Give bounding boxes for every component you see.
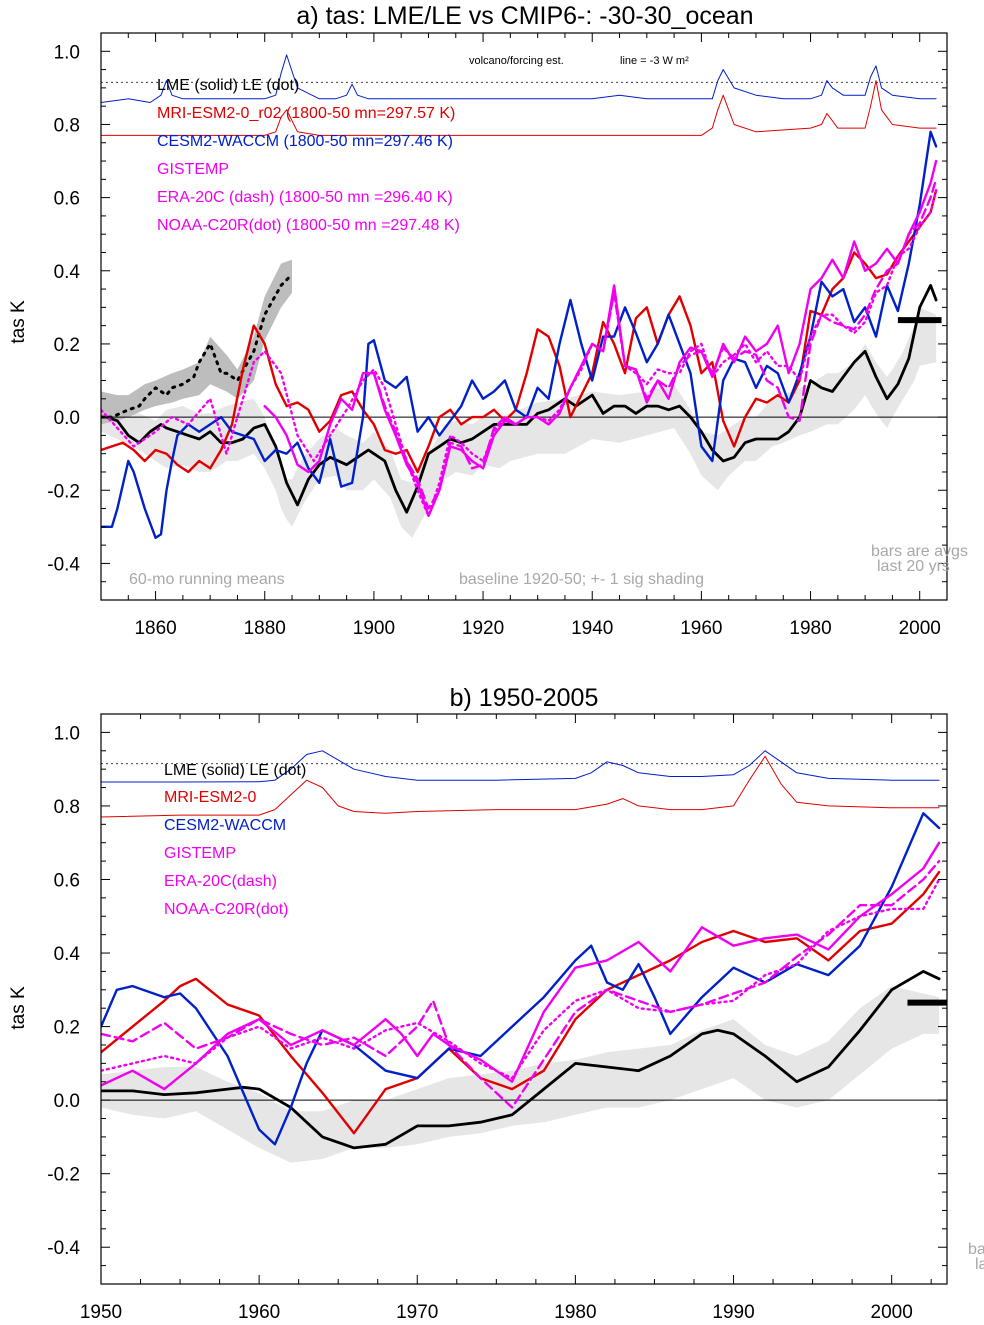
y-tick-label: 0.2 <box>54 1018 80 1039</box>
series-line-noaa-c20r <box>101 189 938 518</box>
series-line-noaa-c20r <box>101 878 941 1080</box>
panel-a-title: a) tas: LME/LE vs CMIP6-: -30-30_ocean <box>296 2 753 30</box>
x-tick-label-1900: 1900 <box>353 618 395 639</box>
y-tick-label: 0.8 <box>54 797 80 818</box>
series-line-cesm2-waccm-forcing <box>101 54 937 103</box>
series-line-le <box>101 272 294 419</box>
y-tick-label: 1.0 <box>54 42 80 63</box>
volcano-label: volcano/forcing est. <box>469 55 564 67</box>
x-tick-label-1980: 1980 <box>554 1302 596 1323</box>
y-tick-label: -0.2 <box>47 481 80 502</box>
legend-entry-era20c: ERA-20C (dash) (1800-50 mn =296.40 K) <box>157 189 453 206</box>
legend-entry-mri: MRI-ESM2-0 <box>164 789 257 806</box>
y-tick-label: 1.0 <box>54 723 80 744</box>
legend-entry-cesm: CESM2-WACCM (1800-50 mn=297.46 K) <box>157 133 453 150</box>
x-tick-label-2000: 2000 <box>871 1302 913 1323</box>
y-tick-label: 0.0 <box>54 408 80 429</box>
baseline-note: baseline 1920-50; +- 1 sig shading <box>459 571 704 588</box>
y-tick-label: 0.2 <box>54 335 80 356</box>
bars-note-line2: last 20 yrs <box>877 558 950 575</box>
y-tick-label: 0.4 <box>54 262 81 283</box>
panel-b-title: b) 1950-2005 <box>450 684 599 712</box>
legend-entry-mri: MRI-ESM2-0_r02 (1800-50 mn=297.57 K) <box>157 105 455 122</box>
bars-note-line2: la <box>975 1256 984 1273</box>
forcing-line-label: line = -3 W m² <box>620 55 689 67</box>
legend-entry-noaa: NOAA-C20R(dot) <box>164 901 288 918</box>
x-tick-label-1950: 1950 <box>80 1302 122 1323</box>
bars-note-line1: bars are avgs <box>871 543 968 560</box>
series-line-mri-esm2-0 <box>101 870 941 1135</box>
panel-b-plot-area: 1950 1960 1970 1980 1990 2000 -0.4 -0.2 0.0 0.2 0.… <box>47 713 948 1323</box>
series-line-cesm2-waccm <box>101 130 938 539</box>
legend-entry-lme: LME (solid) LE (dot) <box>157 77 299 94</box>
plot-frame <box>100 713 948 1285</box>
legend-entry-lme: LME (solid) LE (dot) <box>164 762 306 779</box>
y-tick-label: -0.4 <box>47 1238 80 1259</box>
panel-a-y-axis-label: tas K <box>8 300 29 344</box>
panel-b-y-axis-label: tas K <box>8 986 29 1030</box>
series-line-cesm2-waccm-forcing <box>101 750 940 783</box>
y-tick-label: 0.4 <box>54 944 81 965</box>
series-line-mri-esm2-0-forcing <box>101 755 940 818</box>
panel-a: a) tas: LME/LE vs CMIP6-: -30-30_ocean 1… <box>8 2 968 639</box>
x-tick-label-1970: 1970 <box>396 1302 438 1323</box>
x-tick-label-1880: 1880 <box>244 618 286 639</box>
legend-entry-noaa: NOAA-C20R(dot) (1800-50 mn =297.48 K) <box>157 217 460 234</box>
x-tick-label-1960: 1960 <box>680 618 722 639</box>
panel-a-plot-area: 1860 1880 1900 1920 1940 1960 1980 2000 -0.4 -0.2… <box>47 32 948 639</box>
running-mean-note: 60-mo running means <box>129 571 285 588</box>
series-line-lme <box>101 284 938 514</box>
le-spread-shading <box>101 259 292 425</box>
legend-entry-cesm: CESM2-WACCM <box>164 817 286 834</box>
y-tick-label: -0.2 <box>47 1165 80 1186</box>
x-tick-label-1860: 1860 <box>134 618 176 639</box>
legend-entry-era20c: ERA-20C(dash) <box>164 873 277 890</box>
y-tick-label: 0.0 <box>54 1091 80 1112</box>
plot-clip-group <box>101 54 947 539</box>
panel-b-legend: LME (solid) LE (dot) MRI-ESM2-0 CESM2-WA… <box>164 762 306 918</box>
x-tick-label-1940: 1940 <box>571 618 613 639</box>
y-tick-label: 0.8 <box>54 115 80 136</box>
legend-entry-gistemp: GISTEMP <box>164 845 236 862</box>
legend-entry-gistemp: GISTEMP <box>157 161 229 178</box>
y-tick-label: 0.6 <box>54 870 80 891</box>
bars-note-line1: ba <box>968 1241 984 1258</box>
x-tick-label-1980: 1980 <box>789 618 831 639</box>
series-line-era-20c <box>101 859 941 1109</box>
panel-b: b) 1950-2005 1950 1960 1970 1980 1990 2000 -0.… <box>8 684 984 1323</box>
x-tick-label-1920: 1920 <box>462 618 504 639</box>
plot-frame <box>100 32 948 601</box>
panel-a-legend: LME (solid) LE (dot) MRI-ESM2-0_r02 (180… <box>157 77 460 234</box>
lme-spread-shading <box>101 986 940 1163</box>
plot-clip-group <box>101 750 947 1163</box>
x-tick-label-1990: 1990 <box>712 1302 754 1323</box>
y-tick-label: 0.6 <box>54 189 80 210</box>
y-tick-label: -0.4 <box>47 554 80 575</box>
x-tick-label-1960: 1960 <box>238 1302 280 1323</box>
series-line-mri-esm2-0-forcing <box>101 80 937 136</box>
x-tick-label-2000: 2000 <box>899 618 941 639</box>
